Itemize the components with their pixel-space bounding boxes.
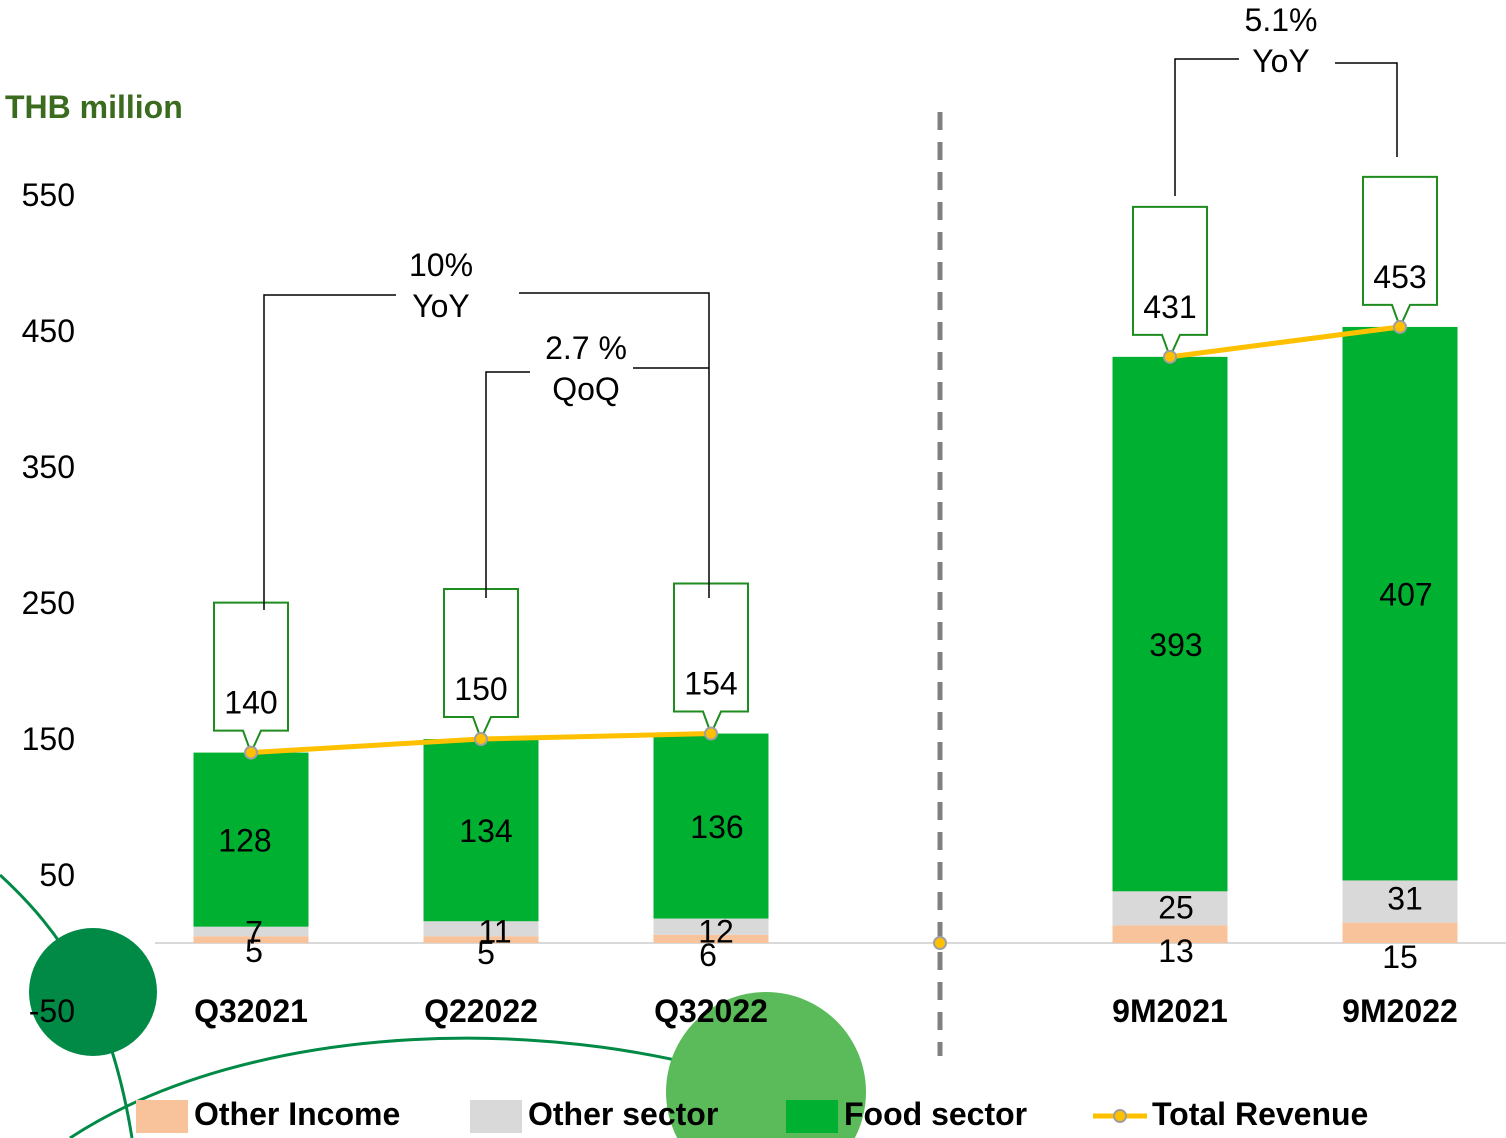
- total-revenue-point: [1163, 349, 1177, 364]
- value-label-other-sector: 25: [1158, 889, 1194, 925]
- value-label-other-sector: 7: [245, 914, 263, 950]
- bar-segment-food-sector: [193, 752, 309, 927]
- qoq-quarter-bracket: [485, 367, 709, 598]
- total-value-label: 140: [224, 685, 277, 721]
- category-labels: Q32021 Q22022 Q32022 9M2021 9M2022: [194, 993, 1458, 1029]
- legend-marker-total-revenue: [1113, 1109, 1127, 1123]
- yoy-quarter-pct: 10%: [409, 247, 473, 283]
- value-label-other-income: 6: [699, 937, 717, 973]
- value-label-other-sector: 12: [698, 914, 734, 950]
- qoq-quarter-label: QoQ: [552, 371, 620, 407]
- legend-swatch-other-sector: [470, 1100, 522, 1133]
- y-tick-label: 350: [22, 449, 75, 485]
- yoy-9m-label: YoY: [1252, 43, 1310, 79]
- category-label: 9M2022: [1342, 993, 1458, 1029]
- total-revenue-point: [474, 732, 488, 746]
- value-label-other-income: 13: [1158, 933, 1194, 969]
- unit-label: THB million: [5, 89, 183, 125]
- total-callout-box: [213, 601, 289, 756]
- bar-segment-other-sector: [653, 918, 769, 935]
- bar-segment-other-income: [193, 936, 309, 943]
- value-label-other-income: 15: [1382, 939, 1418, 975]
- y-tick-label: -50: [29, 993, 75, 1029]
- bar-segment-other-sector: [423, 921, 539, 937]
- y-tick-label: 550: [22, 177, 75, 213]
- legend: Other Income Other sector Food sector To…: [136, 1096, 1368, 1133]
- category-label: Q32022: [654, 993, 768, 1029]
- bars: [193, 326, 1458, 943]
- yoy-9m-bracket: [1174, 58, 1398, 196]
- bar-segment-other-income: [423, 936, 539, 943]
- y-axis-ticks: 550 450 350 250 150 50 -50: [22, 177, 75, 1029]
- bar-segment-food-sector: [1112, 356, 1228, 892]
- bar-segment-other-income: [1342, 922, 1458, 943]
- legend-label-other-income: Other Income: [194, 1096, 400, 1132]
- total-callouts: 140 150 154 431 453: [213, 175, 1438, 756]
- legend-swatch-food-sector: [786, 1100, 838, 1133]
- bar-segment-food-sector: [1342, 326, 1458, 881]
- category-label: Q22022: [424, 993, 538, 1029]
- value-label-other-income: 5: [245, 933, 263, 969]
- value-label-food-sector: 136: [690, 809, 743, 845]
- legend-label-total-revenue: Total Revenue: [1152, 1096, 1368, 1132]
- bar-segment-other-sector: [1112, 891, 1228, 926]
- divider-marker: [933, 936, 947, 950]
- category-label: Q32021: [194, 993, 308, 1029]
- yoy-9m-pct: 5.1%: [1245, 2, 1318, 38]
- total-revenue-point: [244, 745, 258, 760]
- value-label-food-sector: 128: [218, 823, 271, 859]
- category-label: 9M2021: [1112, 993, 1228, 1029]
- y-tick-label: 450: [22, 313, 75, 349]
- bar-segment-other-sector: [193, 926, 309, 937]
- value-label-other-sector: 11: [478, 914, 511, 950]
- bar-segment-other-income: [653, 934, 769, 943]
- total-value-label: 150: [454, 671, 507, 707]
- bar-segment-food-sector: [653, 733, 769, 919]
- total-revenue-segment: [1169, 324, 1401, 360]
- bar-segment-other-sector: [1342, 880, 1458, 923]
- value-label-food-sector: 134: [459, 813, 512, 849]
- total-value-label: 453: [1373, 259, 1426, 295]
- legend-swatch-other-income: [136, 1100, 188, 1133]
- total-callout-box: [1132, 205, 1208, 360]
- yoy-quarter-bracket: [263, 292, 710, 610]
- total-revenue-line: [244, 319, 1407, 760]
- total-value-label: 431: [1143, 289, 1196, 325]
- total-value-label: 154: [684, 666, 737, 702]
- yoy-quarter-label: YoY: [412, 288, 470, 324]
- value-label-food-sector: 393: [1149, 627, 1202, 663]
- total-callout-box: [673, 582, 749, 737]
- bar-segment-food-sector: [423, 739, 539, 922]
- total-callout-box: [1362, 175, 1438, 330]
- y-tick-label: 250: [22, 585, 75, 621]
- qoq-quarter-pct: 2.7 %: [545, 330, 627, 366]
- legend-label-other-sector: Other sector: [528, 1096, 718, 1132]
- y-tick-label: 150: [22, 721, 75, 757]
- value-label-other-income: 5: [477, 935, 495, 971]
- legend-label-food-sector: Food sector: [844, 1096, 1027, 1132]
- bar-segment-other-income: [1112, 925, 1228, 943]
- decor-circle: [29, 928, 157, 1056]
- value-label-food-sector: 407: [1379, 577, 1432, 613]
- total-revenue-point: [1393, 319, 1407, 334]
- total-revenue-point: [704, 726, 718, 741]
- total-callout-box: [443, 588, 519, 742]
- y-tick-label: 50: [39, 857, 75, 893]
- value-label-other-sector: 31: [1387, 881, 1423, 917]
